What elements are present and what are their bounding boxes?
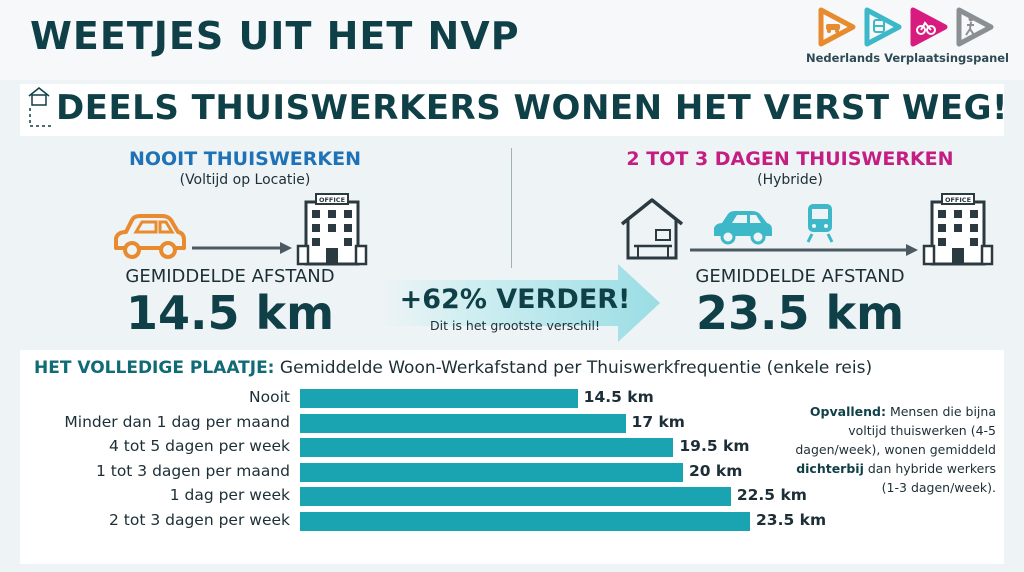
right-afstand-label: GEMIDDELDE AFSTAND [695,266,905,287]
headline-bar: DEELS THUISWERKERS WONEN HET VERST WEG! [20,84,1008,136]
bicycle-icon [910,7,948,47]
right-panel-subtitle: (Hybride) [757,172,823,188]
headline: DEELS THUISWERKERS WONEN HET VERST WEG! [56,88,1009,128]
train-icon [864,7,902,47]
bar [300,512,750,531]
bar-value-label: 23.5 km [756,511,827,529]
house-outline-icon [28,87,52,127]
header-bar: WEETJES UIT HET NVP [0,0,1024,80]
walking-icon [956,7,994,47]
bar [300,487,731,507]
category-label: Minder dan 1 dag per maand [64,412,290,431]
note-text-2: dan hybride werkers (1-3 dagen/week). [863,461,996,495]
train-icon [806,204,834,243]
divider [511,148,512,268]
bar-value-label: 19.5 km [679,437,750,456]
car-icon [818,7,856,47]
left-afstand-label: GEMIDDELDE AFSTAND [125,266,335,287]
bar-value-label: 14.5 km [583,388,654,406]
category-label: Nooit [249,388,290,406]
right-afstand-value: 23.5 km [695,286,905,340]
comparison-arrow: +62% VERDER! Dit is het grootste verschi… [380,262,662,344]
chart-title-text: Gemiddelde Woon-Werkafstand per Thuiswer… [279,358,873,378]
office-sign: OFFICE [319,196,345,204]
chart-title: HET VOLLEDIGE PLAATJE: Gemiddelde Woon-W… [34,358,872,378]
bar-value-label: 20 km [688,461,743,480]
left-afstand-value: 14.5 km [125,286,335,340]
comparison-main: +62% VERDER! [399,284,631,315]
left-panel-title: NOOIT THUISWERKEN [128,148,362,170]
category-label: 4 tot 5 dagen per week [108,437,290,456]
office-building-icon: OFFICE [296,193,368,266]
comparison-section: NOOIT THUISWERKEN (Voltijd op Locatie) O… [0,140,1024,345]
bar [300,438,674,458]
bar [300,413,626,433]
car-icon [114,214,186,259]
car-icon-blue [714,211,772,245]
bar-value-label: 22.5 km [736,486,807,505]
nvp-logo: Nederlands Verplaatsingspanel [806,6,1010,72]
bar [300,389,578,408]
office-sign: OFFICE [945,196,971,204]
logo-text: Nederlands Verplaatsingspanel [806,51,1010,65]
bar-value-label: 17 km [631,412,685,431]
right-panel-title: 2 TOT 3 DAGEN THUISWERKEN [626,148,954,170]
arrow-right-icon-long [690,244,918,256]
big-arrow-shape [380,264,660,342]
page-title: WEETJES UIT HET NVP [30,14,520,58]
category-label: 1 dag per week [169,486,290,505]
note-text-1: Mensen die bijna voltijd thuiswerken (4-… [795,404,996,457]
comparison-sub: Dit is het grootste verschil! [430,318,600,333]
chart-title-bold: HET VOLLEDIGE PLAATJE: [34,358,275,378]
left-panel-subtitle: (Voltijd op Locatie) [179,172,311,188]
bar-chart-section: HET VOLLEDIGE PLAATJE: Gemiddelde Woon-W… [20,350,1004,564]
bar [300,462,683,482]
category-label: 1 tot 3 dagen per maand [95,461,290,480]
arrow-right-icon [192,242,292,254]
category-label: 2 tot 3 dagen per week [108,511,290,529]
note-text: Opvallend: Mensen die bijna voltijd thui… [776,402,996,497]
note-bold-2: dichterbij [796,461,864,476]
office-building-icon: OFFICE [922,193,994,266]
home-office-icon [620,198,684,260]
note-bold-1: Opvallend: [809,404,886,419]
